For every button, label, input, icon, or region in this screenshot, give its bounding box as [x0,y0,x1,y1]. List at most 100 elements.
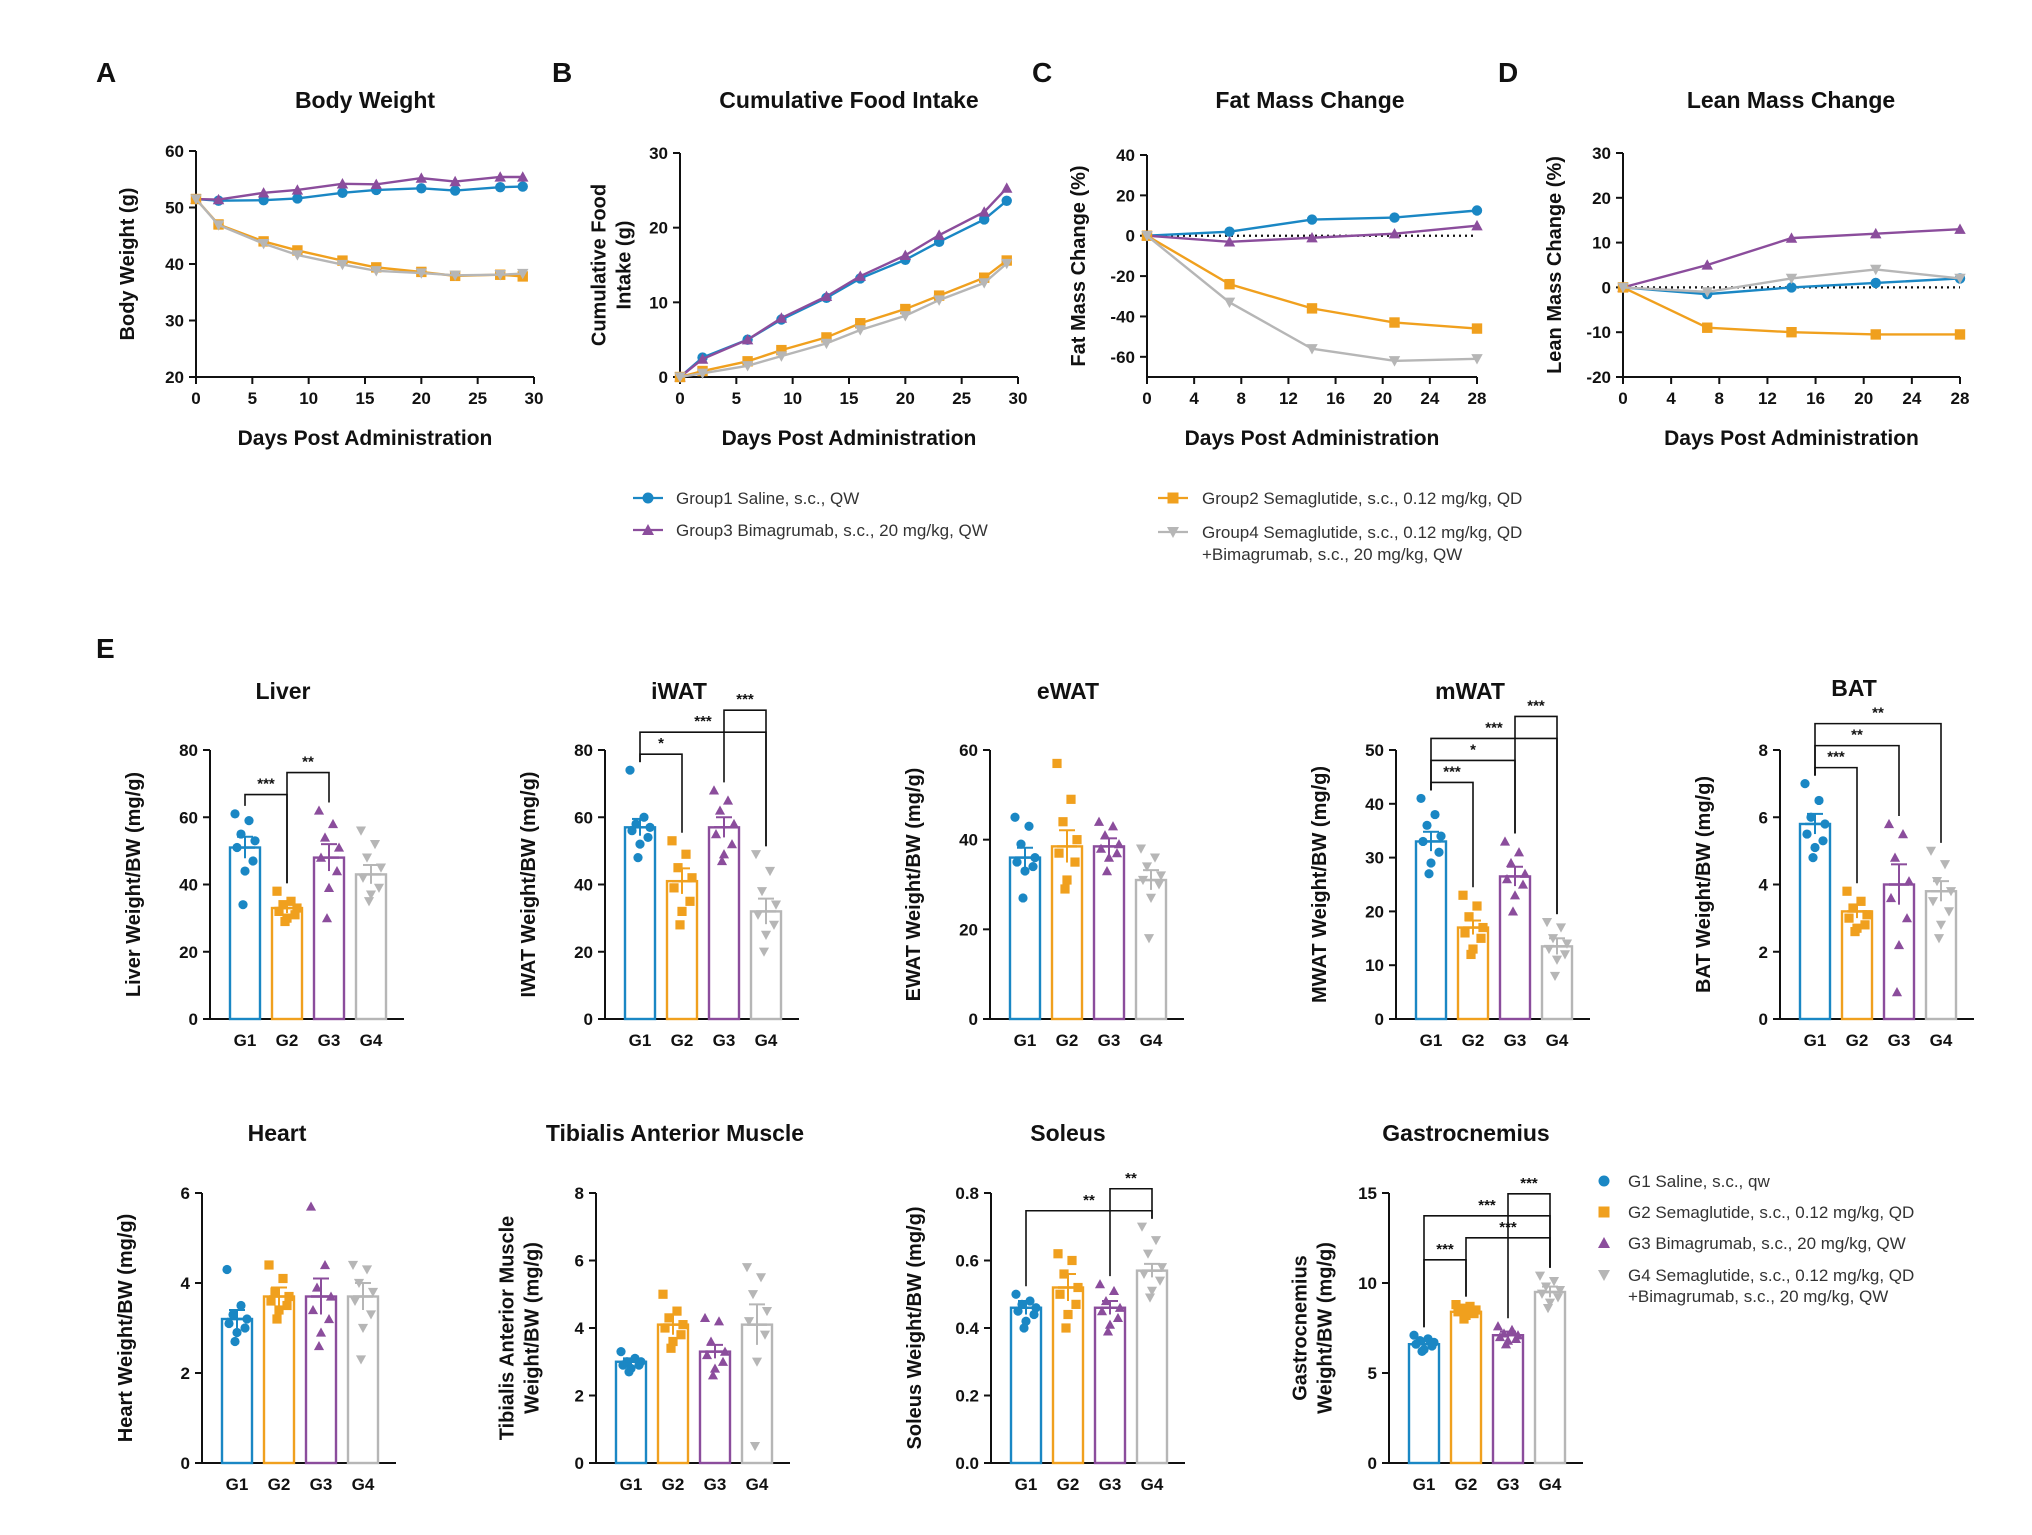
chart-a-ytick-label: 40 [165,255,184,274]
chart-b-g4-point [741,361,754,372]
chart-gastrocnemius-g1-point [1417,1346,1427,1356]
chart-mwat-g4-point [1549,971,1561,982]
chart-liver-g4-point [355,826,367,836]
chart-c-xtick-label: 12 [1279,389,1298,408]
chart-d-g1-point [1786,282,1797,293]
chart-d-ytick-label: 0 [1602,278,1611,297]
chart-soleus-sig-label: ** [1083,1192,1095,1209]
line-legend: Group1 Saline, s.c., QW Group3 Bimagruma… [633,489,1522,564]
chart-d-ytick-label: 10 [1592,234,1611,253]
chart-ewat-g3-point [1111,848,1123,858]
chart-gastrocnemius-xtick-label-g1: G1 [1413,1475,1436,1494]
chart-c-g2-point [1389,317,1400,328]
chart-mwat-g1-point [1418,836,1428,847]
chart-bat-g2-point [1844,913,1854,923]
chart-soleus-g1-point [1025,1296,1035,1306]
chart-a-series-g4-line [195,198,523,277]
chart-soleus-g4-point [1154,1276,1166,1286]
chart-liver-g3-point [313,805,325,815]
chart-ewat-g2-point [1062,875,1072,885]
chart-iwat-g4-point [756,887,768,897]
chart-soleus-g3-point [1094,1279,1106,1289]
chart-ta-g4-point [761,1306,773,1317]
chart-liver-g2-point [272,886,282,896]
chart-heart-xtick-label-g1: G1 [226,1475,249,1494]
chart-mwat-ytick-label: 50 [1365,741,1384,760]
chart-liver-ytick-label: 60 [179,808,198,827]
chart-b-ytick-label: 0 [659,368,668,387]
chart-bat-g2-point [1842,886,1852,896]
chart-heart-g1-point [240,1323,250,1333]
chart-d-g3-point [1701,259,1713,270]
chart-d-ytick-label: -20 [1586,368,1611,387]
chart-soleus-sig-bracket: ** [1025,1192,1153,1287]
chart-soleus-g3-point [1100,1295,1112,1306]
chart-c-g4-point [1471,354,1483,365]
chart-b-g2-point [776,344,787,356]
chart-d-g4-point [1785,273,1798,285]
chart-mwat-g4-point [1559,950,1571,960]
chart-ta-g4-point [755,1273,767,1283]
chart-d-xtick-label: 8 [1715,389,1724,408]
chart-ta-ylabel-line-1: Tibialis Anterior Muscle [497,1216,519,1441]
chart-mwat-g3-point [1509,890,1521,900]
chart-mwat-g2-point [1464,912,1474,922]
chart-iwat-sig-label: * [658,735,664,752]
chart-liver-g4-point [363,897,375,907]
chart-gastrocnemius-g4-point [1552,1293,1564,1303]
chart-liver-g2-point [280,916,290,927]
chart-gastrocnemius-sig-line [1423,1215,1551,1328]
chart-heart-xtick-label-g3: G3 [310,1475,333,1494]
chart-ta-g1-point [624,1367,634,1377]
chart-bat-g2-point [1856,896,1866,906]
chart-b-series-g4-line [679,262,1008,379]
chart-mwat-title: mWAT [1435,678,1505,704]
chart-heart-g2-point [282,1300,292,1311]
chart-heart-ylabel-line-1: Heart Weight/BW (mg/g) [115,1214,137,1443]
chart-c-series-g4-line [1146,234,1478,363]
panel-letter-a: A [96,57,116,88]
chart-c-g1-point [1389,212,1400,223]
chart-d-xtick-label: 16 [1806,389,1825,408]
bar-legend-label-g4-line1: G4 Semaglutide, s.c., 0.12 mg/kg, QD [1628,1266,1914,1285]
chart-d-xtick-label: 28 [1951,389,1970,408]
chart-b-g4-point [978,278,990,289]
chart-b-g4-point [933,295,945,306]
chart-ewat-g2-point [1054,848,1064,858]
chart-ewat-xtick-label-g4: G4 [1140,1031,1163,1050]
chart-b-g3-point [775,312,788,323]
chart-liver-g1-point [250,836,260,846]
chart-bat-g4-point [1931,876,1943,887]
chart-liver-xtick-label-g1: G1 [234,1031,257,1050]
chart-heart-g2-point [272,1314,282,1324]
chart-b-series-g3-line [679,187,1008,378]
chart-heart-g4-point [347,1260,359,1271]
chart-soleus-g4-point [1144,1293,1156,1303]
chart-c-xlabel: Days Post Administration [1185,427,1440,450]
chart-ta-ytick-label: 8 [575,1184,584,1203]
chart-liver-sig-label: *** [257,776,275,793]
chart-b-title: Cumulative Food Intake [719,87,978,113]
chart-mwat-ytick-label: 20 [1365,902,1384,921]
chart-a-g4-point [336,259,349,271]
chart-mwat-g3-point [1507,906,1519,916]
chart-iwat: iWAT 0 20 40 60 80 IWAT Weight/BW (mg/g) G1 G2 G3… [518,678,799,1050]
chart-bat-ylabel-line-1: BAT Weight/BW (mg/g) [1693,776,1715,993]
chart-ta-g4-point [741,1263,753,1273]
chart-iwat-g3-point [726,839,738,849]
chart-ta-bar-g1 [614,1360,648,1465]
chart-ta-g2-point [664,1313,674,1323]
chart-bat-g3-point [1893,939,1905,950]
chart-iwat-g3-point [710,829,722,839]
chart-mwat-g1-point [1424,869,1434,879]
chart-heart-g1-point [224,1318,234,1329]
chart-iwat-ylabel-line-1: IWAT Weight/BW (mg/g) [518,772,540,998]
chart-heart-g2-point [278,1273,288,1284]
chart-a-g1-point [258,194,269,206]
chart-iwat-sig-bracket: *** [723,691,767,847]
chart-b-g4-point [696,368,709,379]
chart-mwat-g2-point [1476,933,1486,943]
chart-ewat-ylabel-line-1: EWAT Weight/BW (mg/g) [903,768,925,1002]
chart-soleus-ylabel-line-1: Soleus Weight/BW (mg/g) [904,1207,926,1450]
chart-soleus: Soleus 0.0 0.2 0.4 0.6 0.8 Soleus Weight/BW (m… [904,1120,1185,1494]
